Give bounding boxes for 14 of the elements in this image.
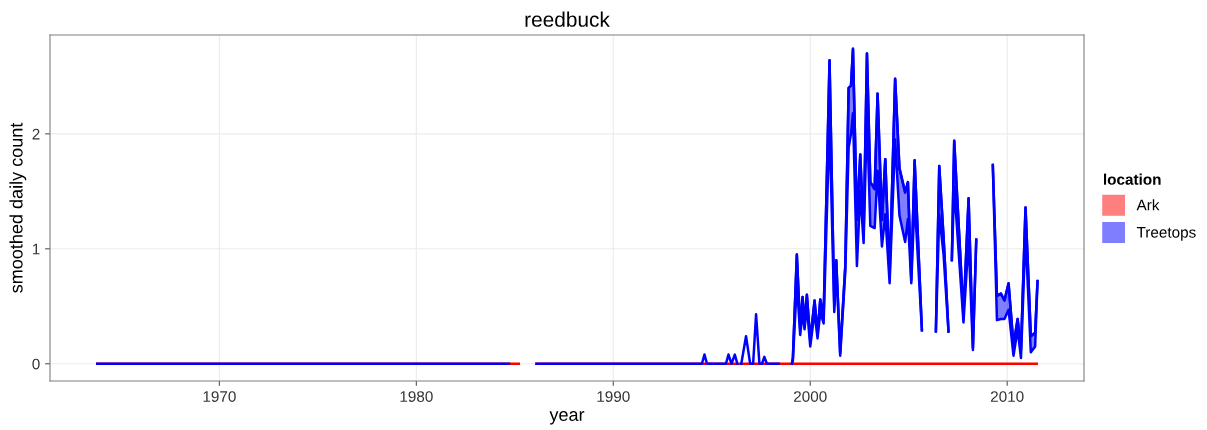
chart-title: reedbuck [525, 11, 610, 27]
legend-label: Treetops [1136, 227, 1196, 241]
x-tick-label: 2000 [794, 391, 827, 402]
x-axis-title: year [549, 411, 585, 425]
y-tick-label: 0 [32, 358, 40, 370]
y-axis-title: smoothed daily count [9, 122, 27, 293]
y-tick-label: 1 [32, 243, 40, 255]
x-tick-label: 2010 [990, 391, 1024, 402]
x-tick-label: 1970 [203, 391, 236, 402]
legend-label: Ark [1136, 199, 1160, 211]
legend-title: location [1103, 173, 1161, 185]
x-tick-label: 1980 [400, 391, 433, 402]
x-tick-label: 1990 [597, 391, 630, 402]
y-tick-label: 2 [32, 128, 40, 140]
